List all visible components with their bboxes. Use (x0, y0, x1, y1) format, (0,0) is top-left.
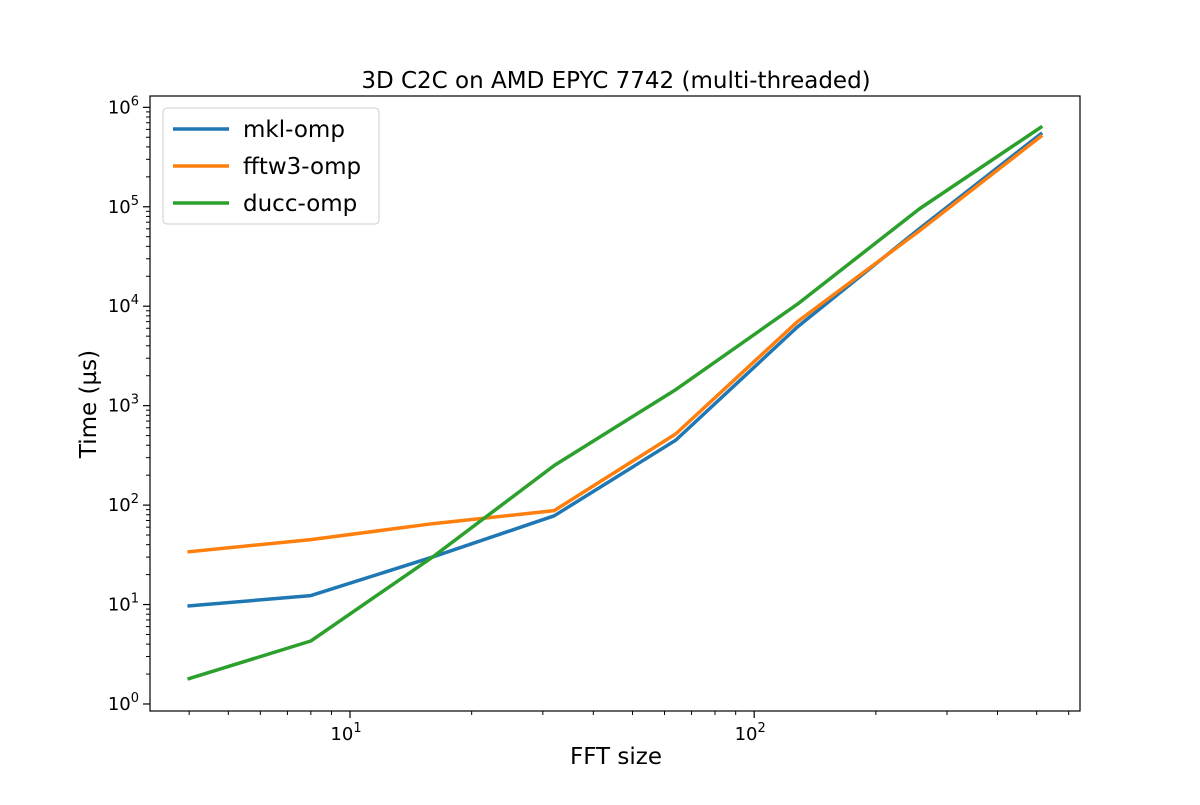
legend: mkl-omp fftw3-omp ducc-omp (162, 107, 380, 225)
x-tick-label: 101 (330, 721, 361, 745)
axes-frame (149, 95, 1081, 712)
y-tick-label: 104 (108, 293, 139, 317)
series-line-ducc-omp (187, 124, 1044, 681)
y-tick-label: 101 (108, 592, 139, 616)
legend-label-mkl-omp: mkl-omp (243, 117, 345, 143)
chart-title: 3D C2C on AMD EPYC 7742 (multi-threaded) (361, 68, 870, 94)
x-axis-label: FFT size (570, 744, 662, 770)
axis-ticks: 101 102 100 101 102 103 104 105 106 (108, 94, 1070, 745)
y-tick-label: 105 (108, 194, 139, 218)
series-line-fftw3-omp (187, 133, 1044, 554)
plot-area (187, 124, 1044, 681)
x-tick-label: 102 (735, 721, 766, 745)
y-tick-label: 100 (108, 691, 139, 715)
y-tick-label: 106 (108, 94, 139, 118)
legend-box (162, 107, 380, 225)
y-axis-label: Time (µs) (76, 350, 102, 459)
y-tick-label: 102 (108, 492, 139, 516)
y-tick-label: 103 (108, 393, 139, 417)
legend-label-ducc-omp: ducc-omp (243, 191, 357, 217)
legend-label-fftw3-omp: fftw3-omp (243, 154, 361, 180)
